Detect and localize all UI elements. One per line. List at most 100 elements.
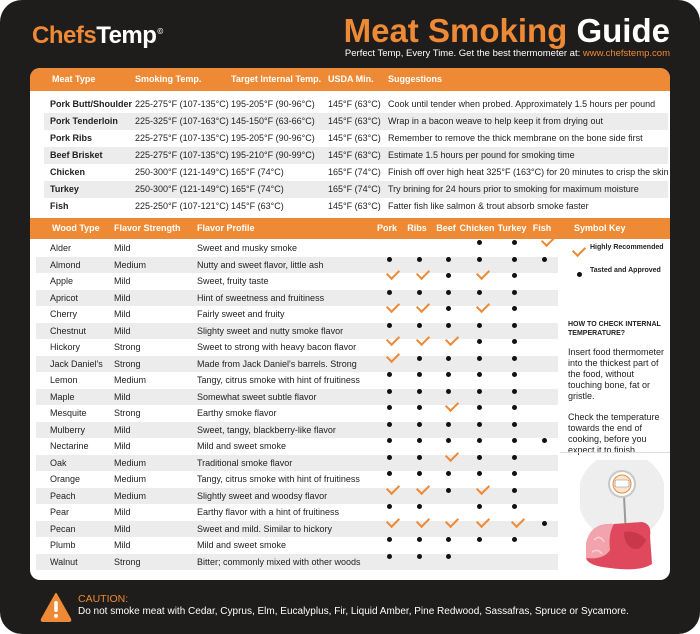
- wood-table-row: Hickory Strong Sweet to strong with heavy …: [36, 331, 558, 356]
- wood-table-row: Plumb Mild Mild and sweet smoke: [36, 537, 558, 554]
- meat-cell-usda: 145°F (63°C): [328, 133, 381, 143]
- wood-table-row: Pear Mild Earthy flavor with a hint of fru…: [36, 504, 558, 521]
- header-meat-type: Meat Type: [52, 74, 96, 84]
- wood-cell-wood: Peach: [50, 490, 76, 501]
- wood-table-row: Cherry Mild Fairly sweet and fruity: [36, 298, 558, 323]
- header-fish: Fish: [532, 223, 552, 233]
- header-ribs: Ribs: [407, 223, 427, 233]
- header-symbol-key: Symbol Key: [574, 223, 626, 233]
- brand-registered-mark: ©: [157, 27, 163, 36]
- wood-cell-wood: Oak: [50, 457, 67, 468]
- wood-cell-strength: Mild: [114, 243, 131, 253]
- tagline-text: Perfect Temp, Every Time. Get the best t…: [344, 48, 583, 59]
- wood-cell-strength: Mild: [114, 292, 131, 303]
- wood-cell-wood: Alder: [50, 243, 72, 253]
- meat-table-row: Beef Brisket 225-275°F (107-135°C) 195-210…: [44, 147, 668, 164]
- meat-cell-target: 145-150°F (63-66°C): [231, 116, 315, 126]
- wood-table-row: Lemon Medium Tangy, citrus smoke with hint…: [36, 372, 558, 389]
- wood-cell-strength: Strong: [114, 408, 141, 418]
- wood-table-row: Almond Medium Nutty and sweet flavor, litt…: [36, 256, 558, 273]
- meat-cell-tip: Remember to remove the thick membrane on…: [388, 133, 643, 143]
- key-tasted-label: Tasted and Approved: [590, 267, 661, 274]
- wood-table-row: Mulberry Mild Sweet, tangy, blackberry-lik…: [36, 421, 558, 438]
- wood-table-row: Alder Mild Sweet and musky smoke: [36, 232, 558, 257]
- wood-cell-wood: Maple: [50, 391, 75, 402]
- brand-name-temp: Temp: [96, 22, 157, 49]
- wood-table-row: Maple Mild Somewhat sweet subtle flavor: [36, 388, 558, 405]
- wood-cell-strength: Mild: [114, 309, 131, 319]
- wood-cell-strength: Mild: [114, 507, 131, 517]
- wood-table-row: Jack Daniel's Strong Made from Jack Daniel…: [36, 348, 558, 372]
- wood-cell-profile: Traditional smoke flavor: [197, 457, 293, 468]
- header-pork: Pork: [376, 223, 398, 233]
- wood-table-row: Oak Medium Traditional smoke flavor: [36, 447, 558, 471]
- meat-cell-usda: 165°F (74°C): [328, 184, 381, 194]
- wood-cell-wood: Hickory: [50, 342, 81, 352]
- meat-cell-usda: 145°F (63°C): [328, 201, 381, 211]
- wood-cell-strength: Mild: [114, 424, 131, 435]
- wood-cell-wood: Apple: [50, 276, 74, 286]
- wood-cell-profile: Mild and sweet smoke: [197, 441, 287, 451]
- header-turkey: Turkey: [497, 223, 527, 233]
- wood-cell-wood: Mesquite: [50, 408, 87, 418]
- wood-cell-wood: Orange: [50, 474, 81, 484]
- caution-title: CAUTION:: [78, 593, 129, 605]
- wood-cell-profile: Slighty sweet and nutty smoke flavor: [197, 325, 344, 336]
- meat-table-row: Pork Ribs 225-275°F (107-135°C) 195-205°F …: [44, 130, 668, 147]
- meat-cell-tip: Estimate 1.5 hours per pound for smoking…: [388, 150, 575, 160]
- wood-table-row: Apricot Mild Hint of sweetness and fruitin…: [36, 289, 558, 306]
- wood-cell-wood: Jack Daniel's: [50, 358, 103, 369]
- wood-table-row: Pecan Mild Sweet and mild. Similar to hick…: [36, 513, 558, 537]
- meat-cell-tip: Try brining for 24 hours prior to smokin…: [388, 184, 639, 194]
- meat-cell-type: Turkey: [50, 184, 79, 194]
- wood-cell-wood: Nectarine: [50, 441, 89, 451]
- meat-cell-type: Chicken: [50, 167, 86, 177]
- wood-cell-wood: Lemon: [50, 375, 78, 385]
- meat-cell-target: 165°F (74°C): [231, 167, 284, 177]
- meat-cell-usda: 165°F (74°C): [328, 167, 381, 177]
- title-part1: Meat Smoking: [343, 12, 577, 49]
- wood-cell-profile: Nutty and sweet flavor, little ash: [197, 259, 324, 270]
- brand-logo: ChefsTemp©: [32, 22, 163, 50]
- wood-cell-strength: Strong: [114, 358, 141, 369]
- meat-cell-target: 195-210°F (90-99°C): [231, 150, 315, 160]
- wood-cell-profile: Somewhat sweet subtle flavor: [197, 391, 317, 402]
- how-to-step-1: Insert food thermometer into the thickes…: [568, 347, 665, 401]
- meat-cell-target: 165°F (74°C): [231, 184, 284, 194]
- wood-table-row: Walnut Strong Bitter; commonly mixed with …: [36, 553, 558, 570]
- meat-cell-target: 145°F (63°C): [231, 201, 284, 211]
- wood-table-row: Apple Mild Sweet, fruity taste: [36, 265, 558, 290]
- wood-cell-profile: Tangy, citrus smoke with hint of fruitin…: [197, 375, 360, 385]
- meat-cell-usda: 145°F (63°C): [328, 116, 381, 126]
- wood-cell-profile: Slightly sweet and woodsy flavor: [197, 490, 328, 501]
- meat-cell-smoking: 225-250°F (107-121°C): [135, 201, 229, 211]
- meat-cell-tip: Cook until tender when probed. Approxima…: [388, 99, 656, 109]
- wood-cell-wood: Chestnut: [50, 325, 87, 336]
- wood-table-header: Wood Type Flavor Strength Flavor Profile…: [30, 218, 670, 239]
- wood-cell-profile: Sweet and mild. Similar to hickory: [197, 523, 333, 534]
- wood-cell-profile: Bitter; commonly mixed with other woods: [197, 556, 361, 567]
- meat-cell-target: 195-205°F (90-96°C): [231, 99, 315, 109]
- check-icon: [571, 242, 587, 257]
- meat-cell-type: Pork Tenderloin: [50, 116, 118, 126]
- page-title: Meat Smoking Guide: [344, 12, 670, 50]
- wood-cell-profile: Sweet and musky smoke: [197, 243, 298, 253]
- wood-cell-profile: Earthy smoke flavor: [197, 408, 277, 418]
- wood-cell-profile: Made from Jack Daniel's barrels. Strong: [197, 358, 357, 369]
- meat-table-row: Fish 225-250°F (107-121°C) 145°F (63°C) 145…: [44, 198, 668, 215]
- wood-cell-profile: Sweet, fruity taste: [197, 276, 269, 286]
- meat-cell-smoking: 225-275°F (107-135°C): [135, 133, 229, 143]
- wood-cell-strength: Medium: [114, 474, 147, 484]
- wood-cell-strength: Mild: [114, 325, 131, 336]
- meat-cell-type: Beef Brisket: [50, 150, 103, 160]
- wood-cell-profile: Sweet to strong with heavy bacon flavor: [197, 342, 357, 352]
- meat-table-header: Meat Type Smoking Temp. Target Internal …: [30, 68, 670, 91]
- wood-cell-wood: Plumb: [50, 540, 76, 550]
- wood-table-row: Mesquite Strong Earthy smoke flavor: [36, 397, 558, 422]
- header-flavor-profile: Flavor Profile: [197, 223, 255, 233]
- wood-cell-strength: Mild: [114, 523, 131, 534]
- wood-cell-wood: Walnut: [50, 556, 78, 567]
- meat-cell-type: Pork Butt/Shoulder: [50, 99, 133, 109]
- website-link[interactable]: www.chefstemp.com: [582, 48, 670, 59]
